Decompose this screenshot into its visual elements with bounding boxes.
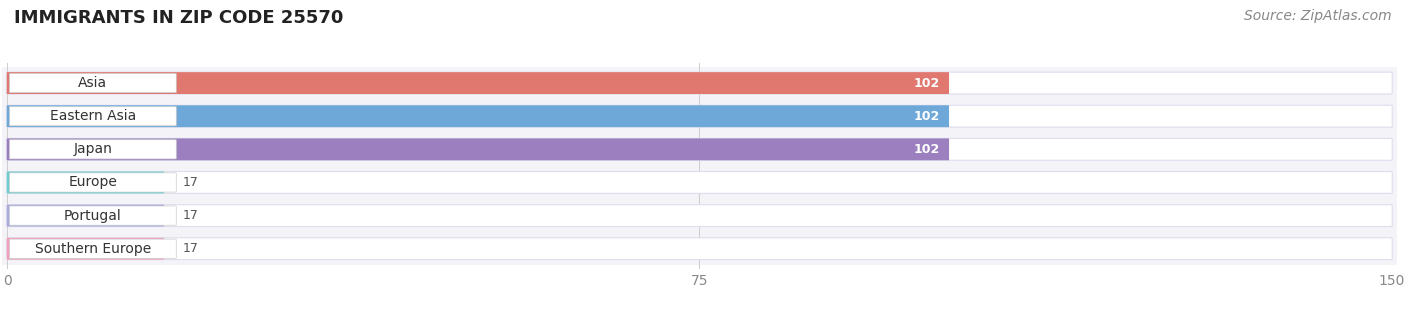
FancyBboxPatch shape	[3, 232, 1396, 265]
Text: 102: 102	[914, 110, 939, 123]
Text: Europe: Europe	[69, 175, 117, 190]
Text: Southern Europe: Southern Europe	[35, 242, 150, 256]
FancyBboxPatch shape	[7, 105, 949, 127]
FancyBboxPatch shape	[7, 105, 1392, 127]
FancyBboxPatch shape	[10, 173, 176, 192]
Text: Eastern Asia: Eastern Asia	[49, 109, 136, 123]
Text: Asia: Asia	[79, 76, 107, 90]
FancyBboxPatch shape	[3, 199, 1396, 232]
FancyBboxPatch shape	[3, 100, 1396, 133]
FancyBboxPatch shape	[7, 238, 165, 260]
FancyBboxPatch shape	[10, 73, 176, 93]
FancyBboxPatch shape	[7, 138, 1392, 160]
Text: IMMIGRANTS IN ZIP CODE 25570: IMMIGRANTS IN ZIP CODE 25570	[14, 9, 343, 27]
Text: 102: 102	[914, 143, 939, 156]
FancyBboxPatch shape	[7, 72, 949, 94]
FancyBboxPatch shape	[7, 138, 949, 160]
FancyBboxPatch shape	[7, 205, 165, 227]
FancyBboxPatch shape	[3, 166, 1396, 199]
Text: Portugal: Portugal	[65, 209, 122, 222]
FancyBboxPatch shape	[10, 206, 176, 225]
FancyBboxPatch shape	[7, 238, 1392, 260]
Text: 17: 17	[183, 242, 198, 255]
Text: 102: 102	[914, 76, 939, 89]
Text: Source: ZipAtlas.com: Source: ZipAtlas.com	[1244, 9, 1392, 23]
FancyBboxPatch shape	[10, 106, 176, 126]
FancyBboxPatch shape	[3, 66, 1396, 100]
FancyBboxPatch shape	[10, 140, 176, 159]
FancyBboxPatch shape	[3, 133, 1396, 166]
FancyBboxPatch shape	[7, 205, 1392, 227]
FancyBboxPatch shape	[7, 72, 1392, 94]
Text: Japan: Japan	[73, 142, 112, 156]
FancyBboxPatch shape	[10, 239, 176, 258]
FancyBboxPatch shape	[7, 172, 1392, 193]
Text: 17: 17	[183, 176, 198, 189]
FancyBboxPatch shape	[7, 172, 165, 193]
Text: 17: 17	[183, 209, 198, 222]
